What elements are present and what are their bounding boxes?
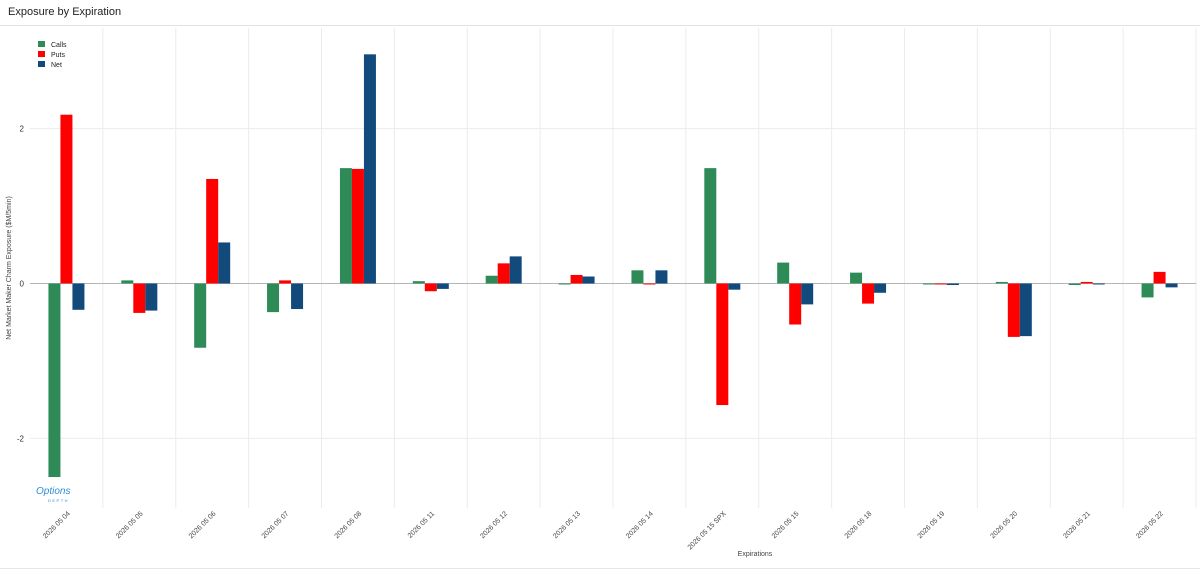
y-tick-label: 2 xyxy=(20,125,25,134)
x-tick-label: 2026 05 06 xyxy=(188,510,218,540)
logo-subtext: DEPTH xyxy=(48,498,70,503)
x-axis-title: Expirations xyxy=(738,551,773,558)
bar-calls xyxy=(631,270,644,284)
bottom-divider xyxy=(0,568,1200,569)
bar-puts xyxy=(1080,281,1093,284)
x-tick-label: 2026 05 11 xyxy=(407,510,436,539)
bar-calls xyxy=(922,283,935,285)
bar-puts xyxy=(206,178,219,284)
bar-net xyxy=(509,256,522,284)
bar-puts xyxy=(351,168,364,284)
bar-calls xyxy=(485,275,498,284)
bar-calls xyxy=(48,283,61,478)
x-tick-label: 2026 05 08 xyxy=(334,510,364,540)
bar-net xyxy=(436,283,449,289)
bar-calls xyxy=(777,262,790,284)
bar-puts xyxy=(934,283,947,285)
bar-net xyxy=(363,54,376,284)
bar-calls xyxy=(850,272,863,284)
bar-net xyxy=(801,283,814,305)
bar-puts xyxy=(1007,283,1020,337)
panel-header: Exposure by Expiration xyxy=(0,0,1200,26)
y-axis-title: Net Market Maker Charm Exposure ($M/5min… xyxy=(6,196,13,340)
bar-puts xyxy=(789,283,802,325)
bar-puts xyxy=(424,283,437,292)
bar-calls xyxy=(412,281,425,284)
bar-puts xyxy=(279,280,292,284)
legend-swatch-net xyxy=(38,61,45,67)
bar-puts xyxy=(497,263,510,284)
bar-calls xyxy=(995,281,1008,284)
x-tick-label: 2026 05 07 xyxy=(261,510,291,540)
legend-label-net: Net xyxy=(51,62,62,69)
x-tick-label: 2026 05 15 SPX xyxy=(687,510,728,551)
x-tick-label: 2026 05 13 xyxy=(552,510,582,540)
panel-title: Exposure by Expiration xyxy=(8,6,122,18)
bar-calls xyxy=(267,283,280,313)
bar-calls xyxy=(1141,283,1154,298)
bar-calls xyxy=(121,280,134,284)
x-tick-label: 2026 05 04 xyxy=(42,510,72,540)
x-tick-label: 2026 05 21 xyxy=(1062,510,1092,540)
options-depth-logo: Options DEPTH xyxy=(36,486,82,508)
legend-label-calls: Calls xyxy=(51,42,67,49)
x-tick-label: 2026 05 22 xyxy=(1135,510,1165,540)
bar-puts xyxy=(862,283,875,304)
bar-puts xyxy=(716,283,729,406)
bar-calls xyxy=(339,168,352,284)
bar-calls xyxy=(1068,283,1081,286)
legend-label-puts: Puts xyxy=(51,52,66,59)
bar-puts xyxy=(643,283,656,285)
bar-net xyxy=(145,283,158,311)
legend-swatch-calls xyxy=(38,41,45,47)
y-tick-label: 0 xyxy=(20,279,25,288)
bar-net xyxy=(1092,283,1105,285)
legend-swatch-puts xyxy=(38,51,45,57)
bar-puts xyxy=(133,283,146,313)
bar-net xyxy=(946,283,959,286)
bar-puts xyxy=(570,274,583,284)
bar-net xyxy=(72,283,85,310)
logo-text: Options xyxy=(36,486,71,497)
bar-net xyxy=(582,276,595,284)
x-tick-label: 2026 05 15 xyxy=(771,510,801,540)
x-tick-label: 2026 05 18 xyxy=(844,510,874,540)
x-tick-label: 2026 05 19 xyxy=(917,510,947,540)
bar-puts xyxy=(60,114,73,284)
x-tick-label: 2026 05 14 xyxy=(625,510,655,540)
bar-calls xyxy=(704,168,717,284)
bar-net xyxy=(874,283,887,293)
y-tick-label: -2 xyxy=(17,434,25,443)
bar-net xyxy=(728,283,741,290)
x-tick-label: 2026 05 05 xyxy=(115,510,145,540)
bar-net xyxy=(218,242,231,284)
x-tick-label: 2026 05 20 xyxy=(989,510,1019,540)
x-tick-label: 2026 05 12 xyxy=(479,510,509,540)
bar-calls xyxy=(194,283,207,348)
bar-net xyxy=(1019,283,1032,337)
bar-net xyxy=(1165,283,1178,288)
bar-net xyxy=(655,270,668,284)
bar-calls xyxy=(558,283,571,285)
bar-puts xyxy=(1153,271,1166,284)
bar-net xyxy=(291,283,304,310)
